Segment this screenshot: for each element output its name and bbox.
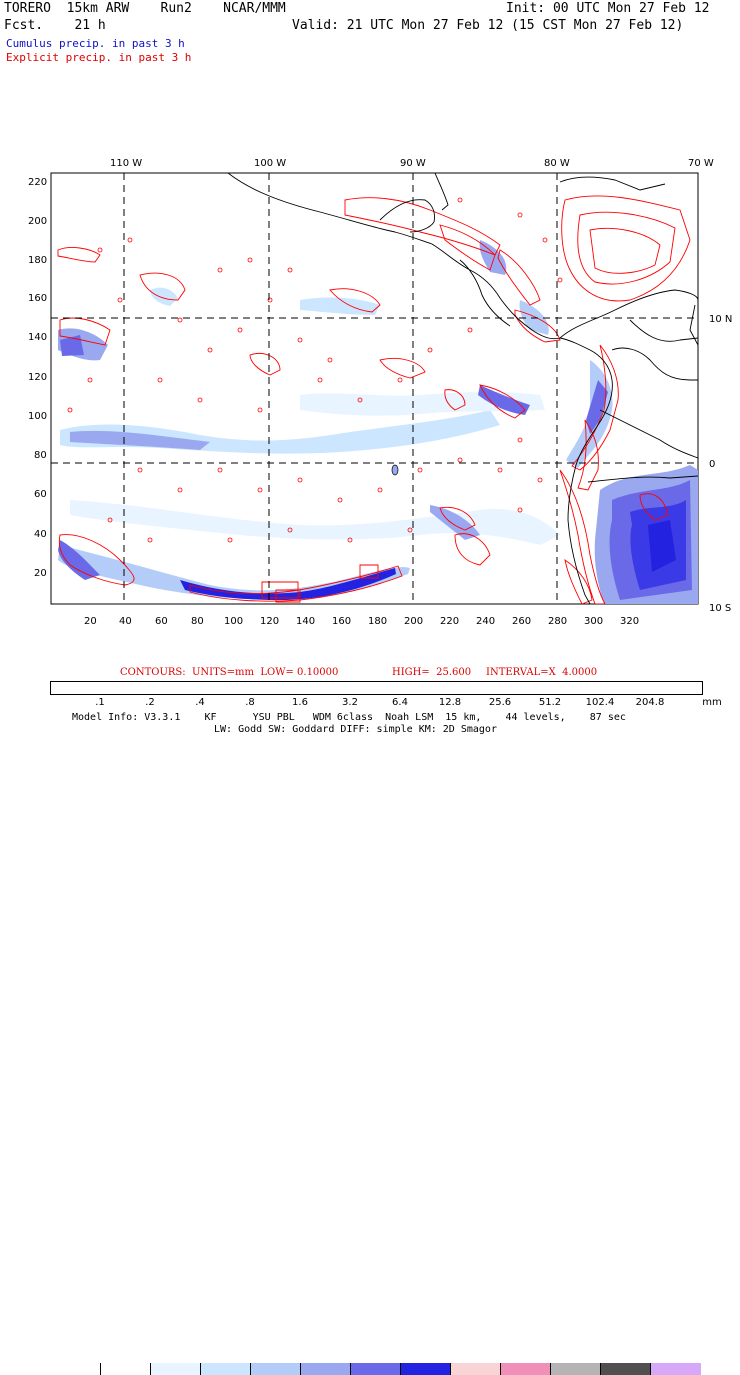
model-info: Model Info: V3.3.1 KF YSU PBL WDM 6class… [72,712,626,723]
lat-label-0: 0 [709,459,715,470]
forecast-hour: Fcst. 21 h [4,18,106,33]
explicit-precip-contours [57,195,691,604]
y-tick-label: 160 [28,293,47,304]
lat-label-10s: 10 S [709,603,731,614]
legend-swatch [101,1363,151,1375]
contour-interval: INTERVAL=X 4.0000 [486,667,598,678]
y-tick-label: 100 [28,411,47,422]
x-tick-label: 300 [584,616,603,627]
legend-swatch [401,1363,451,1375]
legend-swatch [451,1363,501,1375]
legend-swatch [601,1363,651,1375]
lon-label-90w: 90 W [400,158,426,169]
x-tick-label: 180 [368,616,387,627]
legend-label: 6.4 [392,697,408,708]
legend-swatch [351,1363,401,1375]
legend-label: .8 [245,697,255,708]
legend-swatch [651,1363,701,1375]
physics-info: LW: Godd SW: Goddard DIFF: simple KM: 2D… [214,724,497,735]
x-tick-label: 160 [332,616,351,627]
x-tick-label: 240 [476,616,495,627]
contour-high: HIGH= 25.600 [392,667,472,678]
legend-label: 12.8 [438,697,462,708]
model-title: TORERO 15km ARW Run2 NCAR/MMM [4,1,286,16]
x-tick-label: 140 [296,616,315,627]
legend-swatch [551,1363,601,1375]
legend-swatch [501,1363,551,1375]
legend-label: 1.6 [292,697,308,708]
x-tick-label: 260 [512,616,531,627]
legend-label: .2 [145,697,155,708]
x-tick-label: 120 [260,616,279,627]
legend-bar [50,681,703,1375]
x-tick-label: 40 [119,616,132,627]
x-tick-label: 220 [440,616,459,627]
legend-label: 102.4 [585,697,615,708]
valid-time: Valid: 21 UTC Mon 27 Feb 12 (15 CST Mon … [292,18,684,33]
y-tick-label: 180 [28,255,47,266]
legend-label: .1 [95,697,105,708]
lon-label-70w: 70 W [688,158,714,169]
y-axis: 220 200 180 160 140 120 100 80 60 40 20 [28,177,47,579]
x-tick-label: 100 [224,616,243,627]
init-time: Init: 00 UTC Mon 27 Feb 12 [506,1,710,16]
cumulus-precip-field [58,240,698,604]
x-tick-label: 60 [155,616,168,627]
lon-label-110w: 110 W [110,158,142,169]
explicit-label: Explicit precip. in past 3 h [6,51,192,64]
legend-label: .4 [195,697,205,708]
y-tick-label: 220 [28,177,47,188]
legend-unit: mm [702,697,722,708]
legend-label: 51.2 [538,697,562,708]
legend-label: 25.6 [488,697,512,708]
y-tick-label: 80 [34,450,47,461]
y-tick-label: 200 [28,216,47,227]
y-tick-label: 20 [34,568,47,579]
legend-swatch [151,1363,201,1375]
y-tick-label: 120 [28,372,47,383]
lon-label-100w: 100 W [254,158,286,169]
legend-label: 204.8 [635,697,665,708]
x-tick-label: 200 [404,616,423,627]
y-tick-label: 140 [28,332,47,343]
y-tick-label: 40 [34,529,47,540]
x-tick-label: 320 [620,616,639,627]
x-tick-label: 20 [84,616,97,627]
lat-label-10n: 10 N [709,314,732,325]
legend-swatch [201,1363,251,1375]
legend-swatch [51,1363,101,1375]
lon-label-80w: 80 W [544,158,570,169]
x-tick-label: 80 [191,616,204,627]
legend-label: 3.2 [342,697,358,708]
x-axis: 20 40 60 80 100 120 140 160 180 200 220 … [84,616,639,627]
legend-swatch [251,1363,301,1375]
x-tick-label: 280 [548,616,567,627]
precip-map: 110 W 100 W 90 W 80 W 70 W 10 N 0 10 S 2… [28,158,732,627]
coastlines [227,173,698,604]
contour-info: CONTOURS: UNITS=mm LOW= 0.10000 [120,667,339,678]
explicit-precip-speckles [67,197,563,543]
y-tick-label: 60 [34,489,47,500]
legend-swatch [301,1363,351,1375]
cumulus-label: Cumulus precip. in past 3 h [6,37,185,50]
